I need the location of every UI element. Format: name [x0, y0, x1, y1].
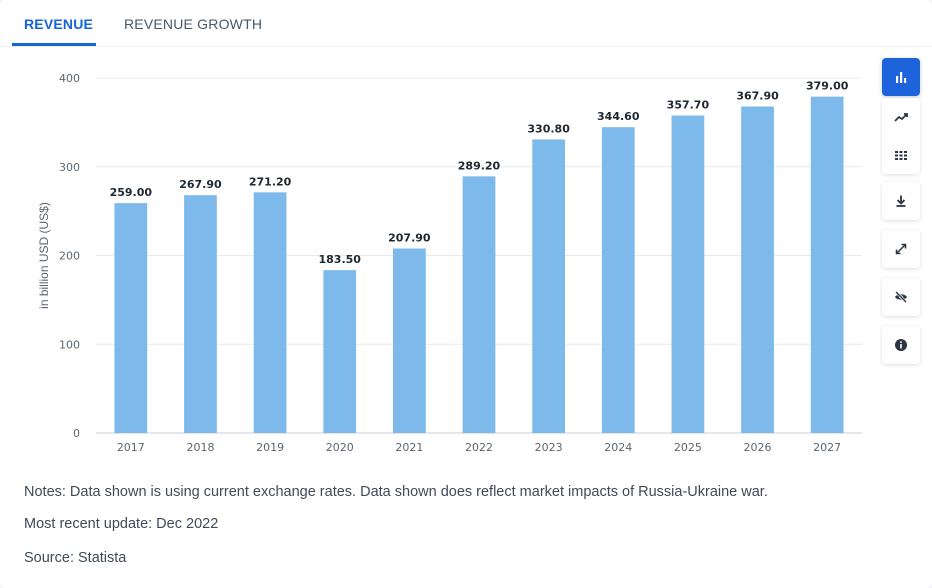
y-axis-title: in billion USD (US$): [37, 202, 51, 309]
x-tick-label: 2023: [535, 441, 563, 454]
info-icon: [895, 339, 907, 351]
data-label: 271.20: [249, 175, 292, 188]
bar-2022[interactable]: [462, 176, 496, 433]
x-tick-label: 2021: [395, 441, 423, 454]
bar-2026[interactable]: [741, 106, 774, 433]
x-tick-label: 2022: [465, 441, 493, 454]
tab-bar: REVENUE REVENUE GROWTH: [0, 0, 932, 47]
bar-2019[interactable]: [253, 192, 287, 433]
y-tick-label: 0: [73, 427, 80, 440]
bar-2023[interactable]: [532, 139, 566, 433]
x-tick-label: 2017: [117, 441, 145, 454]
bar-2020[interactable]: [323, 270, 357, 433]
download-button[interactable]: [882, 182, 920, 220]
x-tick-label: 2025: [674, 441, 702, 454]
bars: [114, 96, 844, 433]
update-text: Most recent update: Dec 2022: [24, 516, 219, 532]
bar-2025[interactable]: [671, 115, 705, 433]
y-tick-label: 200: [59, 250, 80, 263]
hide-icon: [895, 291, 907, 303]
data-label: 344.60: [597, 110, 640, 123]
chart-type-group: [882, 98, 920, 174]
y-tick-label: 300: [59, 161, 80, 174]
value-labels: 259.00 267.90 271.20 183.50 207.90 289.20 330.…: [110, 80, 849, 267]
bar-2024[interactable]: [601, 127, 635, 433]
tab-revenue[interactable]: REVENUE: [24, 16, 94, 32]
table-view-button[interactable]: [882, 136, 920, 174]
axis-ticks: 0 100 200 300 400 2017 2018 2019 2020 2021 2022 202…: [59, 72, 841, 454]
data-label: 289.20: [458, 159, 501, 172]
download-icon: [896, 195, 906, 207]
source-text: Source: Statista: [24, 550, 127, 566]
hide-button[interactable]: [882, 278, 920, 316]
bar-2018[interactable]: [184, 195, 217, 433]
data-label: 330.80: [527, 122, 570, 135]
info-button[interactable]: [882, 326, 920, 364]
data-label: 357.70: [667, 99, 710, 112]
trend-line-icon: [894, 113, 908, 122]
x-tick-label: 2027: [813, 441, 841, 454]
data-label: 259.00: [110, 186, 153, 199]
expand-icon: [895, 243, 907, 255]
y-tick-label: 100: [59, 338, 80, 351]
trend-line-button[interactable]: [882, 98, 920, 136]
revenue-bar-chart: 259.00 267.90 271.20 183.50 207.90 289.20 330.…: [37, 72, 862, 454]
bar-2021[interactable]: [392, 248, 426, 433]
table-grid-icon: [895, 151, 907, 160]
data-label: 207.90: [388, 231, 431, 244]
bar-2017[interactable]: [114, 203, 148, 433]
data-label: 379.00: [806, 80, 849, 93]
bar-2027[interactable]: [810, 96, 844, 433]
x-tick-label: 2018: [186, 441, 214, 454]
tab-revenue-growth[interactable]: REVENUE GROWTH: [124, 16, 263, 32]
y-tick-label: 400: [59, 72, 80, 85]
x-tick-label: 2024: [604, 441, 632, 454]
notes-text: Notes: Data shown is using current excha…: [24, 484, 768, 500]
data-label: 183.50: [319, 253, 362, 266]
bar-chart-icon: [896, 72, 907, 83]
x-tick-label: 2026: [744, 441, 772, 454]
fullscreen-button[interactable]: [882, 230, 920, 268]
data-label: 367.90: [736, 89, 779, 102]
x-tick-label: 2020: [326, 441, 354, 454]
active-tab-indicator: [12, 43, 96, 46]
x-tick-label: 2019: [256, 441, 284, 454]
data-label: 267.90: [179, 178, 222, 191]
bar-chart-button[interactable]: [882, 58, 920, 96]
